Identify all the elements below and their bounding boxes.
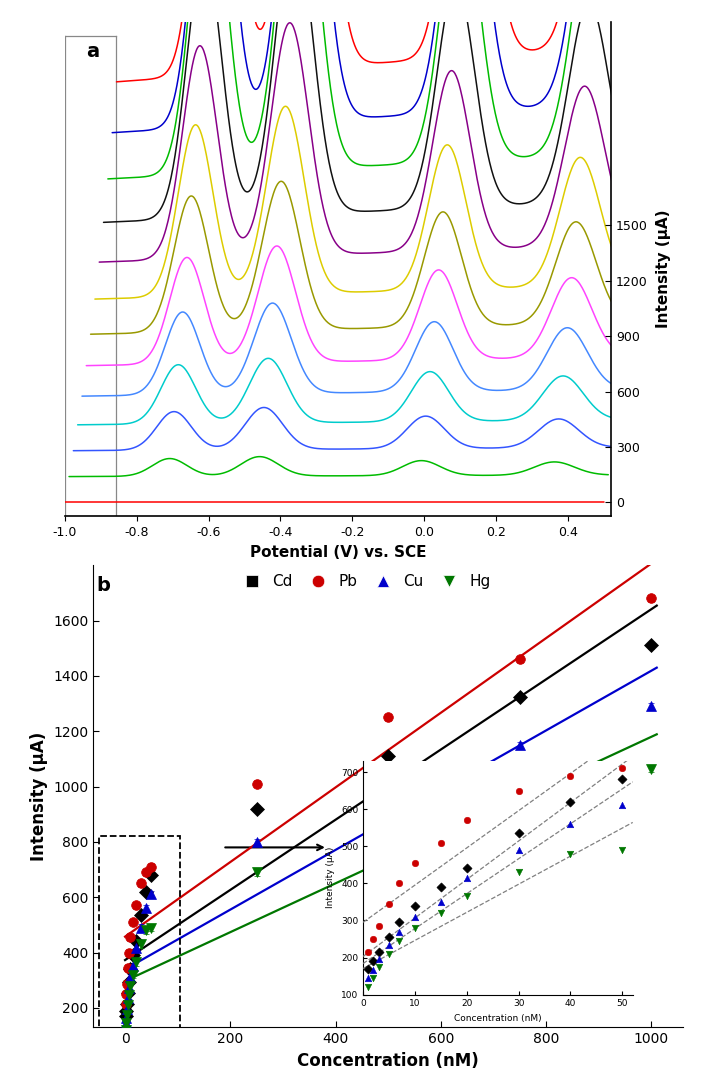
Point — [435, 878, 446, 896]
Point — [393, 923, 405, 940]
Point — [362, 960, 374, 977]
Point — [461, 812, 472, 829]
Point — [373, 944, 385, 961]
Point — [383, 895, 395, 912]
Point — [367, 970, 379, 987]
Point — [373, 951, 385, 969]
Point — [409, 854, 421, 872]
Point — [373, 958, 385, 975]
Point — [513, 863, 524, 880]
Point — [435, 894, 446, 911]
Legend: Cd, Pb, Cu, Hg: Cd, Pb, Cu, Hg — [231, 569, 497, 596]
Point — [362, 978, 374, 996]
Point — [373, 917, 385, 935]
Bar — [99, 836, 180, 1036]
Text: b: b — [96, 576, 110, 596]
Point — [383, 936, 395, 953]
Point — [564, 767, 576, 785]
Point — [617, 771, 628, 788]
Point — [617, 841, 628, 859]
X-axis label: Concentration (nM): Concentration (nM) — [298, 1051, 479, 1070]
X-axis label: Potential (V) vs. SCE: Potential (V) vs. SCE — [249, 545, 426, 560]
X-axis label: Concentration (nM): Concentration (nM) — [454, 1014, 541, 1023]
Point — [367, 962, 379, 979]
Point — [461, 888, 472, 905]
Point — [461, 860, 472, 877]
Point — [393, 913, 405, 930]
Point — [409, 920, 421, 937]
Point — [435, 834, 446, 851]
Y-axis label: Intensity (µA): Intensity (µA) — [326, 847, 336, 909]
Point — [513, 841, 524, 859]
Point — [393, 875, 405, 892]
Point — [409, 908, 421, 925]
Point — [513, 782, 524, 799]
Text: a: a — [86, 42, 99, 61]
Point — [383, 928, 395, 946]
Point — [617, 760, 628, 777]
Point — [393, 933, 405, 950]
Point — [461, 870, 472, 887]
Point — [564, 815, 576, 833]
Point — [367, 930, 379, 948]
Y-axis label: Intensity (μA): Intensity (μA) — [29, 732, 47, 861]
Y-axis label: Intensity (µA): Intensity (µA) — [656, 210, 672, 328]
Point — [435, 904, 446, 922]
Point — [617, 797, 628, 814]
Point — [362, 944, 374, 961]
Point — [367, 952, 379, 970]
Point — [564, 794, 576, 811]
Point — [362, 970, 374, 987]
Point — [409, 897, 421, 914]
Point — [513, 825, 524, 842]
Point — [383, 945, 395, 962]
Point — [564, 845, 576, 862]
